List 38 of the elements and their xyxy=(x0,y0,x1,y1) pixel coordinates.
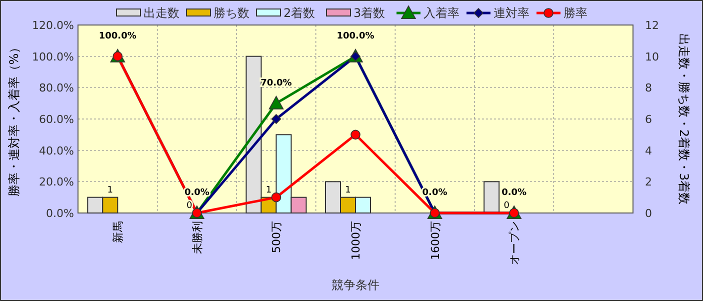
x-tick-label: 新馬 xyxy=(112,221,125,243)
data-label: 0.0% xyxy=(502,188,527,198)
x-tick-label: 1600万 xyxy=(428,221,442,260)
legend-label: 2着数 xyxy=(284,6,316,20)
y-tick-label: 20.0% xyxy=(39,176,74,189)
x-tick-label: 1000万 xyxy=(350,221,362,260)
data-label: 1 xyxy=(345,185,351,196)
y2-tick-label: 6 xyxy=(645,113,652,126)
data-label: 0 xyxy=(504,201,510,211)
legend-label: 入着率 xyxy=(424,6,460,20)
y-tick-label: 120.0% xyxy=(32,19,74,32)
y2-axis-title: 出走数・勝ち数・2着数・3着数 xyxy=(677,33,691,205)
data-label: 100.0% xyxy=(98,31,136,42)
data-label: 0 xyxy=(186,201,193,211)
y-tick-label: 40.0% xyxy=(39,144,74,158)
legend-label: 連対率 xyxy=(494,6,530,20)
y-axis-title: 勝率・連対率・入着率（%） xyxy=(7,41,21,197)
y2-tick-label: 12 xyxy=(645,19,659,32)
data-label: 100.0% xyxy=(336,31,374,42)
y2-tick-label: 4 xyxy=(645,144,652,158)
legend-label: 3着数 xyxy=(354,6,386,20)
y-tick-label: 0.0% xyxy=(46,207,74,220)
data-label: 1 xyxy=(107,185,114,196)
y2-tick-label: 8 xyxy=(645,82,652,95)
x-tick-label: 未勝利 xyxy=(190,221,204,254)
x-tick-label: 500万 xyxy=(270,221,284,253)
data-label: 1 xyxy=(266,185,272,196)
x-axis-title: 競争条件 xyxy=(332,278,380,292)
y-tick-label: 60.0% xyxy=(39,113,74,126)
legend-label: 勝率 xyxy=(564,6,588,20)
legend-label: 出走数 xyxy=(144,6,180,20)
x-tick-label: オープン xyxy=(508,221,522,265)
y2-tick-label: 10 xyxy=(645,50,659,64)
y2-tick-label: 2 xyxy=(645,176,652,189)
y2-tick-label: 0 xyxy=(645,207,652,220)
y-tick-label: 80.0% xyxy=(39,82,74,95)
y-tick-label: 100.0% xyxy=(32,50,74,64)
legend-label: 勝ち数 xyxy=(214,6,250,20)
